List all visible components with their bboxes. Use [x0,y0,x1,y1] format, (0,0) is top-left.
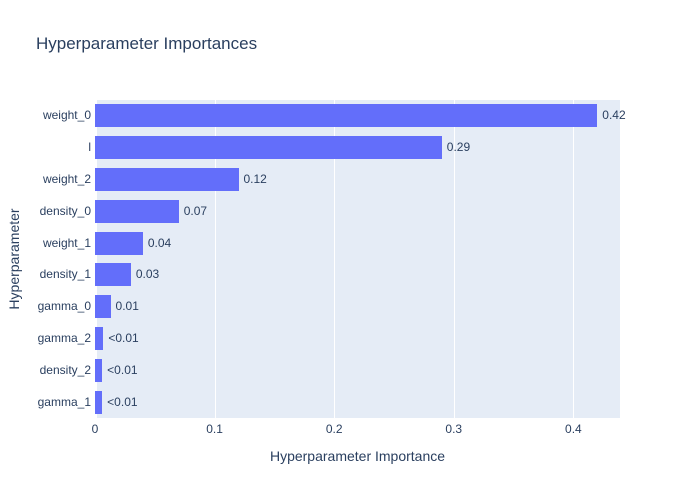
x-axis-title: Hyperparameter Importance [269,448,446,464]
bar-value-label: <0.01 [107,394,138,409]
gridline [573,100,575,418]
gridline [453,100,455,418]
bar-value-label: 0.29 [446,140,471,155]
bar-value-label: 0.12 [243,172,267,186]
bar-value-label: <0.01 [108,331,139,345]
zero-line [95,100,97,418]
y-tick-label-weight_0: weight_0 [42,108,91,123]
x-tick-label-0.4: 0.4 [565,422,582,436]
importance-bar-l[interactable] [95,136,442,160]
y-tick-label-weight_2: weight_2 [42,172,91,186]
x-tick-label-0: 0 [91,422,99,436]
plot-area: 0.42 0.29 0.12 0.07 0.04 0.03 0.01 <0.01 <0.01 <0… [95,100,626,418]
x-tick-label-0.2: 0.2 [325,422,343,436]
importance-bar-gamma_0[interactable] [95,295,111,319]
y-tick-label-density_0: density_0 [39,203,91,218]
bar-value-label: 0.03 [135,267,160,282]
importance-bar-gamma_2[interactable] [95,327,104,350]
y-tick-label-weight_1: weight_1 [42,235,91,250]
importance-bar-gamma_1[interactable] [95,390,103,414]
y-tick-label-density_2: density_2 [39,362,91,377]
y-tick-label-gamma_2: gamma_2 [37,331,91,345]
bar-value-label: 0.07 [183,203,208,218]
chart-title: Hyperparameter Importances [36,34,258,53]
y-axis-title: Hyperparameter [6,208,22,310]
bar-value-label: <0.01 [107,362,138,377]
bar-value-label: 0.42 [602,108,626,123]
importance-bar-density_0[interactable] [95,199,179,223]
gridline [334,100,336,418]
y-tick-label-density_1: density_1 [39,267,91,282]
importance-bar-weight_0[interactable] [95,104,598,128]
bar-value-label: 0.01 [115,299,139,314]
x-tick-label-0.3: 0.3 [445,422,463,436]
y-tick-label-gamma_0: gamma_0 [37,299,91,314]
importance-bar-weight_1[interactable] [95,231,143,255]
y-tick-label-gamma_1: gamma_1 [37,394,91,409]
gridline [214,100,216,418]
y-tick-label-l: l [88,140,91,155]
x-tick-label-0.1: 0.1 [206,422,223,436]
importance-bar-weight_2[interactable] [95,168,239,191]
importance-bar-density_2[interactable] [95,358,103,382]
importance-bar-density_1[interactable] [95,263,131,287]
bar-value-label: 0.04 [147,235,172,250]
